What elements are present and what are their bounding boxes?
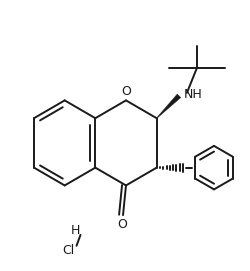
Polygon shape xyxy=(156,94,181,118)
Text: H: H xyxy=(71,224,80,237)
Text: O: O xyxy=(121,85,131,98)
Text: NH: NH xyxy=(184,88,202,101)
Text: O: O xyxy=(117,218,127,231)
Text: Cl: Cl xyxy=(62,244,75,257)
